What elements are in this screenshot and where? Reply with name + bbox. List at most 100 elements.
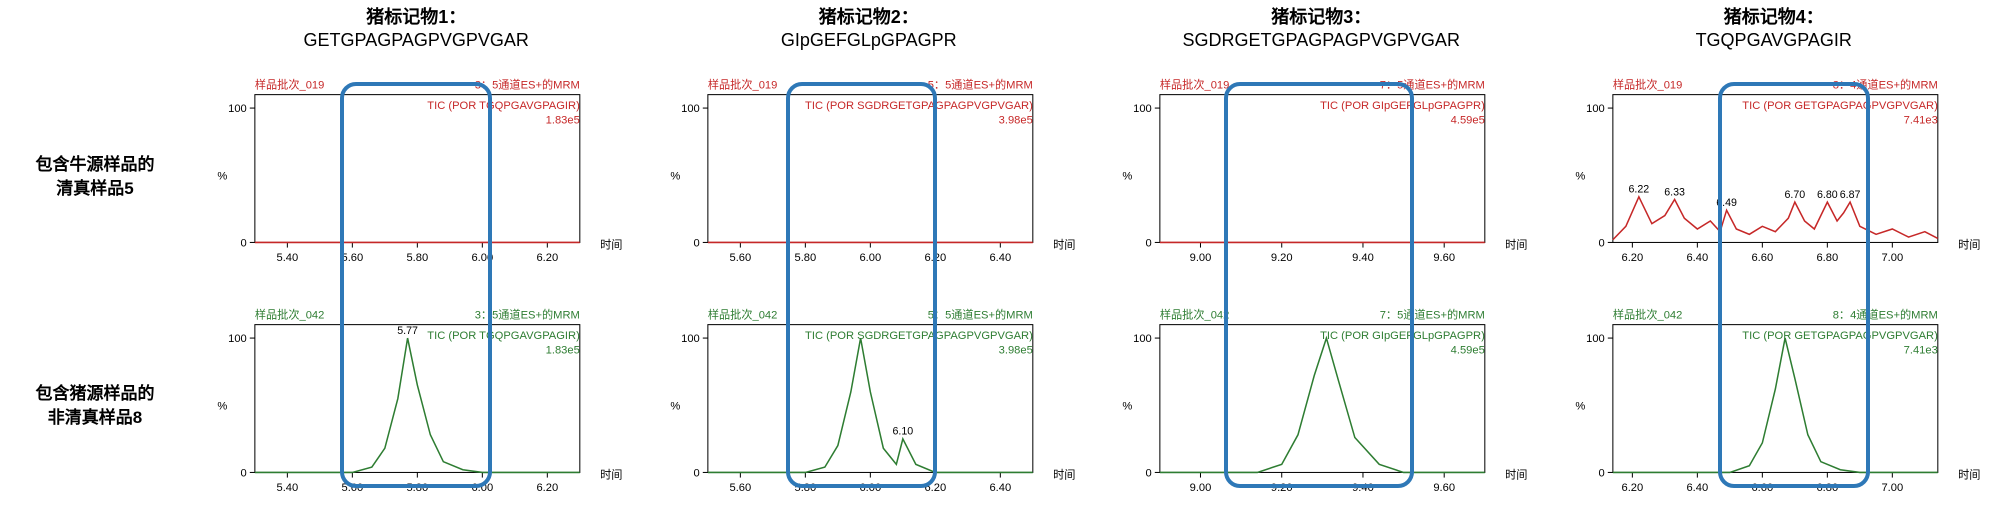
x-tick-label: 6.40 [989, 252, 1011, 264]
chromatogram-chart: 0100%6.206.406.606.807.00时间样品批次_0198：4通道… [1556, 70, 1983, 284]
info-line-1: 3：5通道ES+的MRM [475, 77, 580, 91]
info-line-3: 4.59e5 [1451, 114, 1485, 126]
x-tick-label: 5.60 [729, 481, 751, 493]
chart-cell-r2-c2: 0100%5.605.806.006.206.40时间样品批次_0425：5通道… [643, 292, 1096, 521]
x-tick-label: 6.20 [536, 481, 558, 493]
x-tick-label: 6.40 [989, 481, 1011, 493]
info-line-3: 3.98e5 [998, 344, 1032, 356]
y-tick-label: 0 [1598, 467, 1604, 479]
info-line-2: TIC (POR GIpGEFGLpGPAGPR) [1320, 329, 1485, 341]
sample-batch-label: 样品批次_019 [707, 77, 776, 91]
column-title-line1: 猪标记物3： [1095, 6, 1548, 29]
x-tick-label: 6.00 [471, 252, 493, 264]
info-line-2: TIC (POR GIpGEFGLpGPAGPR) [1320, 100, 1485, 112]
x-tick-label: 7.00 [1881, 252, 1903, 264]
y-axis-label: % [217, 170, 227, 182]
plot-frame [707, 324, 1032, 472]
peak-label: 6.22 [1628, 184, 1649, 196]
y-axis-label: % [1575, 170, 1585, 182]
chromatogram-trace [1612, 197, 1937, 240]
x-tick-label: 6.00 [471, 481, 493, 493]
column-header-2: 猪标记物2：GIpGEFGLpGPAGPR [643, 0, 1096, 62]
x-tick-label: 6.80 [1816, 481, 1838, 493]
chromatogram-chart: 0100%5.405.605.806.006.20时间样品批次_0423：5通道… [198, 300, 625, 514]
x-tick-label: 5.40 [276, 252, 298, 264]
x-tick-label: 6.00 [859, 252, 881, 264]
x-tick-label: 5.60 [341, 252, 363, 264]
x-tick-label: 5.80 [406, 252, 428, 264]
chromatogram-chart: 0100%5.405.605.806.006.20时间样品批次_0193：5通道… [198, 70, 625, 284]
x-tick-label: 7.00 [1881, 481, 1903, 493]
sample-batch-label: 样品批次_019 [1612, 77, 1681, 91]
y-axis-label: % [670, 170, 680, 182]
sample-batch-label: 样品批次_042 [1160, 307, 1229, 321]
plot-frame [707, 95, 1032, 243]
info-line-2: TIC (POR SGDRGETGPAGPAGPVGPVGAR) [805, 329, 1033, 341]
column-header-4: 猪标记物4：TGQPGAVGPAGIR [1548, 0, 2000, 62]
info-line-3: 3.98e5 [998, 114, 1032, 126]
plot-frame [1160, 95, 1485, 243]
x-axis-label: 时间 [1505, 468, 1527, 481]
x-tick-label: 6.60 [1751, 481, 1773, 493]
x-tick-label: 9.00 [1190, 252, 1212, 264]
column-title-line2: SGDRGETGPAGPAGPVGPVGAR [1095, 29, 1548, 52]
info-line-1: 7：5通道ES+的MRM [1380, 307, 1485, 321]
peak-label: 6.87 [1839, 189, 1860, 201]
y-tick-label: 0 [693, 467, 699, 479]
x-tick-label: 5.40 [276, 481, 298, 493]
peak-label: 6.70 [1784, 189, 1805, 201]
y-tick-label: 100 [228, 103, 247, 115]
y-axis-label: % [1122, 400, 1132, 412]
plot-frame [1612, 95, 1937, 243]
x-tick-label: 9.60 [1433, 481, 1455, 493]
x-axis-label: 时间 [1053, 468, 1075, 481]
column-title-line1: 猪标记物1： [190, 6, 643, 29]
info-line-1: 5：5通道ES+的MRM [927, 77, 1032, 91]
y-tick-label: 0 [693, 237, 699, 249]
x-tick-label: 6.20 [1621, 252, 1643, 264]
chart-cell-r2-c1: 0100%5.405.605.806.006.20时间样品批次_0423：5通道… [190, 292, 643, 521]
info-line-1: 7：5通道ES+的MRM [1380, 77, 1485, 91]
chart-cell-r1-c4: 0100%6.206.406.606.807.00时间样品批次_0198：4通道… [1548, 62, 2000, 292]
x-tick-label: 6.00 [859, 481, 881, 493]
chart-cell-r1-c1: 0100%5.405.605.806.006.20时间样品批次_0193：5通道… [190, 62, 643, 292]
row-label-1: 包含牛源样品的 清真样品5 [0, 62, 190, 292]
peak-label: 6.33 [1664, 186, 1685, 198]
y-tick-label: 0 [1598, 237, 1604, 249]
x-tick-label: 5.60 [341, 481, 363, 493]
row-label-2: 包含猪源样品的 非清真样品8 [0, 292, 190, 521]
x-axis-label: 时间 [1053, 239, 1075, 252]
chart-cell-r2-c4: 0100%6.206.406.606.807.00时间样品批次_0428：4通道… [1548, 292, 2000, 521]
x-tick-label: 5.60 [729, 252, 751, 264]
chromatogram-trace [1612, 338, 1937, 472]
x-tick-label: 9.20 [1271, 252, 1293, 264]
info-line-2: TIC (POR GETGPAGPAGPVGPVGAR) [1742, 329, 1938, 341]
x-axis-label: 时间 [1958, 239, 1980, 252]
y-axis-label: % [1122, 170, 1132, 182]
info-line-3: 7.41e3 [1903, 114, 1937, 126]
x-tick-label: 9.20 [1271, 481, 1293, 493]
y-tick-label: 0 [1146, 467, 1152, 479]
y-tick-label: 100 [1586, 333, 1605, 345]
y-tick-label: 0 [1146, 237, 1152, 249]
y-tick-label: 100 [1133, 333, 1152, 345]
chromatogram-chart: 0100%5.605.806.006.206.40时间样品批次_0425：5通道… [651, 300, 1078, 514]
x-tick-label: 6.40 [1686, 252, 1708, 264]
chromatogram-chart: 0100%9.009.209.409.60时间样品批次_0197：5通道ES+的… [1103, 70, 1530, 284]
chart-cell-r2-c3: 0100%9.009.209.409.60时间样品批次_0427：5通道ES+的… [1095, 292, 1548, 521]
x-tick-label: 9.60 [1433, 252, 1455, 264]
x-axis-label: 时间 [600, 468, 622, 481]
info-line-3: 7.41e3 [1903, 344, 1937, 356]
corner-cell [0, 0, 190, 62]
x-tick-label: 5.80 [406, 481, 428, 493]
x-tick-label: 6.80 [1816, 252, 1838, 264]
column-title-line1: 猪标记物4： [1548, 6, 2000, 29]
x-tick-label: 6.20 [924, 252, 946, 264]
peak-label: 6.10 [892, 425, 913, 437]
chromatogram-chart: 0100%6.206.406.606.807.00时间样品批次_0428：4通道… [1556, 300, 1983, 514]
info-line-3: 1.83e5 [546, 114, 580, 126]
y-axis-label: % [670, 400, 680, 412]
info-line-2: TIC (POR SGDRGETGPAGPAGPVGPVGAR) [805, 100, 1033, 112]
plot-frame [255, 95, 580, 243]
info-line-1: 5：5通道ES+的MRM [927, 307, 1032, 321]
